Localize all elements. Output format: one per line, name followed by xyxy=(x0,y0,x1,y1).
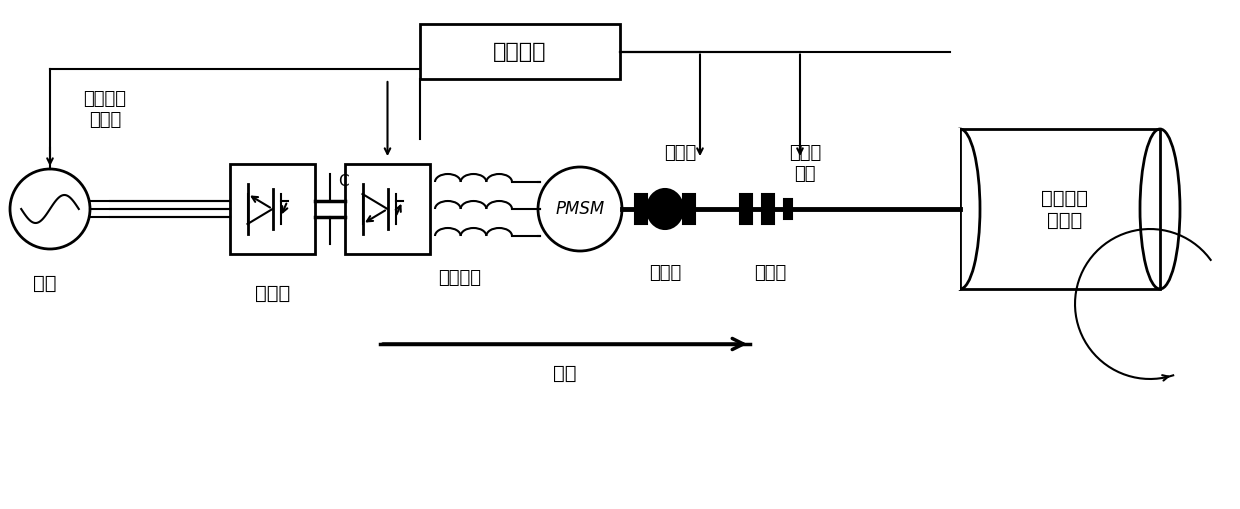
FancyBboxPatch shape xyxy=(635,194,647,224)
Ellipse shape xyxy=(647,189,683,229)
Text: C: C xyxy=(339,174,348,188)
FancyBboxPatch shape xyxy=(740,194,751,224)
Text: 联轴器: 联轴器 xyxy=(754,264,786,282)
FancyBboxPatch shape xyxy=(345,164,430,254)
FancyBboxPatch shape xyxy=(420,24,620,79)
FancyBboxPatch shape xyxy=(784,199,792,219)
Text: 储能: 储能 xyxy=(553,364,577,383)
Text: 电网: 电网 xyxy=(33,274,57,293)
Text: PMSM: PMSM xyxy=(556,200,605,218)
Text: 永磁同步
电动机: 永磁同步 电动机 xyxy=(83,90,126,129)
Text: 机械弹性
储能箱: 机械弹性 储能箱 xyxy=(1042,188,1089,230)
Text: 电抗滤波: 电抗滤波 xyxy=(439,269,481,287)
Text: 联轴器: 联轴器 xyxy=(649,264,681,282)
FancyBboxPatch shape xyxy=(229,164,315,254)
Text: 编码器: 编码器 xyxy=(663,144,696,162)
FancyBboxPatch shape xyxy=(960,129,1159,289)
FancyBboxPatch shape xyxy=(763,194,774,224)
FancyBboxPatch shape xyxy=(683,194,694,224)
FancyBboxPatch shape xyxy=(937,128,960,290)
Text: 电磁制
动器: 电磁制 动器 xyxy=(789,144,821,183)
Text: 逆变器: 逆变器 xyxy=(255,284,290,303)
Text: 控制系统: 控制系统 xyxy=(494,42,547,62)
